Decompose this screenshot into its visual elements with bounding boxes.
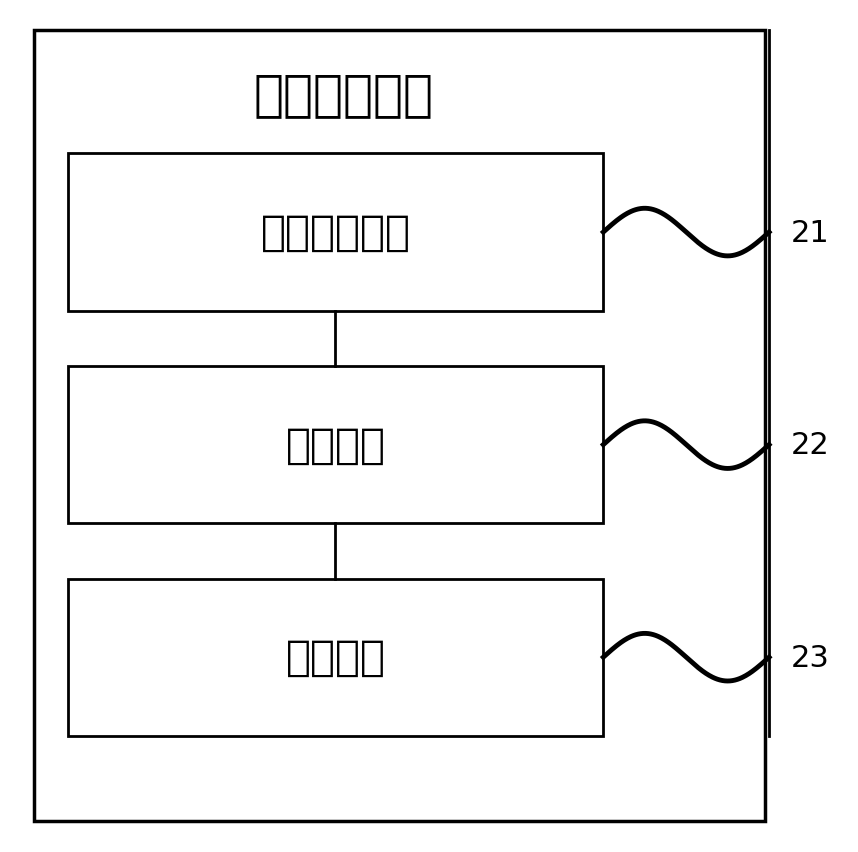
FancyBboxPatch shape [68, 154, 603, 311]
FancyBboxPatch shape [68, 366, 603, 524]
Text: 显示驱动电路: 显示驱动电路 [254, 71, 434, 118]
FancyBboxPatch shape [33, 32, 764, 820]
Text: 21: 21 [790, 218, 829, 247]
Text: 调制单元: 调制单元 [286, 424, 385, 466]
Text: 22: 22 [790, 430, 829, 459]
Text: 时序控制单元: 时序控制单元 [261, 212, 410, 254]
Text: 23: 23 [790, 643, 829, 672]
Text: 削角单元: 削角单元 [286, 636, 385, 678]
FancyBboxPatch shape [68, 579, 603, 736]
